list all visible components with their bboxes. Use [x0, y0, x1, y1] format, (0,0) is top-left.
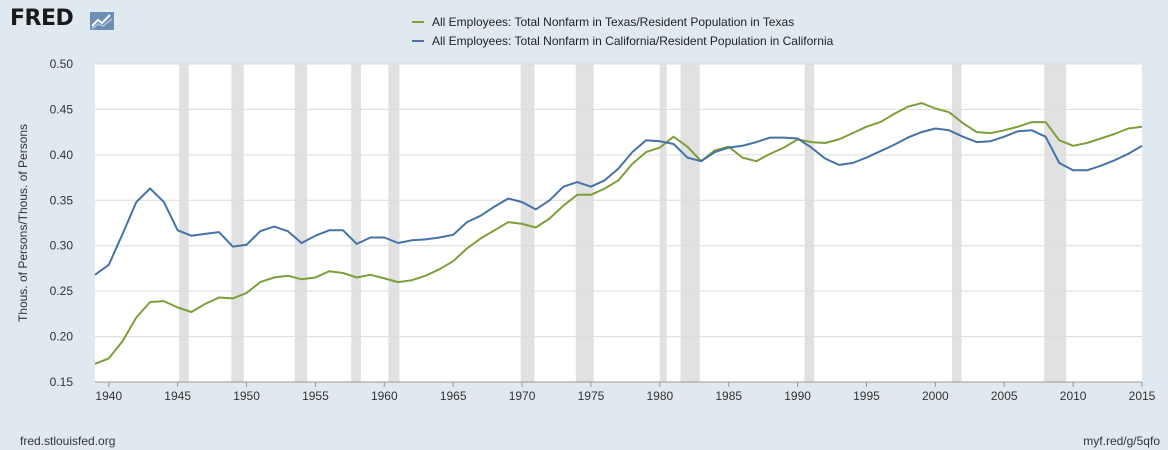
legend-item-texas[interactable]: All Employees: Total Nonfarm in Texas/Re…	[412, 12, 833, 31]
recession-band-10	[951, 64, 962, 382]
y-tick-label: 0.30	[50, 239, 74, 253]
x-tick-label: 1975	[578, 389, 605, 403]
recession-band-0	[179, 64, 189, 382]
x-tick-label: 1965	[440, 389, 467, 403]
series-line-texas[interactable]	[94, 102, 1143, 365]
x-tick-label: 2010	[1060, 389, 1087, 403]
x-tick-label: 1940	[95, 389, 122, 403]
fred-logo[interactable]: FRED	[10, 6, 74, 31]
legend-swatch-texas	[412, 20, 424, 23]
x-tick-label: 1970	[509, 389, 536, 403]
x-tick-label: 1960	[371, 389, 398, 403]
recession-band-5	[520, 64, 535, 382]
legend-swatch-california	[412, 39, 424, 42]
y-axis-label: Thous. of Persons/Thous. of Persons	[16, 124, 30, 322]
y-tick-label: 0.20	[50, 330, 74, 344]
plot-area	[95, 64, 1142, 382]
x-tick-label: 1990	[784, 389, 811, 403]
y-tick-label: 0.50	[50, 57, 74, 71]
recession-band-11	[1044, 64, 1067, 382]
x-tick-label: 2015	[1129, 389, 1156, 403]
recession-band-6	[575, 64, 594, 382]
legend-label-texas: All Employees: Total Nonfarm in Texas/Re…	[432, 14, 795, 29]
x-tick-label: 1945	[164, 389, 191, 403]
recession-band-1	[231, 64, 244, 382]
chart-legend: All Employees: Total Nonfarm in Texas/Re…	[412, 12, 833, 50]
x-tick-label: 1980	[646, 389, 673, 403]
x-tick-label: 1950	[233, 389, 260, 403]
x-tick-label: 1985	[715, 389, 742, 403]
y-tick-label: 0.45	[50, 102, 74, 116]
recession-band-2	[294, 64, 308, 382]
x-tick-label: 1955	[302, 389, 329, 403]
recession-band-8	[680, 64, 700, 382]
x-tick-label: 1995	[853, 389, 880, 403]
x-tick-label: 2005	[991, 389, 1018, 403]
x-tick-label: 2000	[922, 389, 949, 403]
legend-item-california[interactable]: All Employees: Total Nonfarm in Californ…	[412, 31, 833, 50]
y-tick-label: 0.40	[50, 148, 74, 162]
line-chart: 1940 1945 1950 1955 1960 1965 1970 1975 1980 1985…	[16, 57, 1156, 403]
y-tick-label: 0.35	[50, 193, 74, 207]
y-tick-label: 0.25	[50, 284, 74, 298]
recession-band-3	[351, 64, 361, 382]
y-tick-label: 0.15	[50, 375, 74, 389]
short-link[interactable]: myf.red/g/5qfo	[1083, 434, 1160, 448]
series-line-california[interactable]	[94, 127, 1143, 276]
source-link[interactable]: fred.stlouisfed.org	[20, 434, 116, 448]
recession-band-7	[659, 64, 667, 382]
recession-band-4	[388, 64, 400, 382]
legend-label-california: All Employees: Total Nonfarm in Californ…	[432, 33, 834, 48]
recession-band-9	[804, 64, 815, 382]
line-chart-icon	[90, 12, 114, 30]
